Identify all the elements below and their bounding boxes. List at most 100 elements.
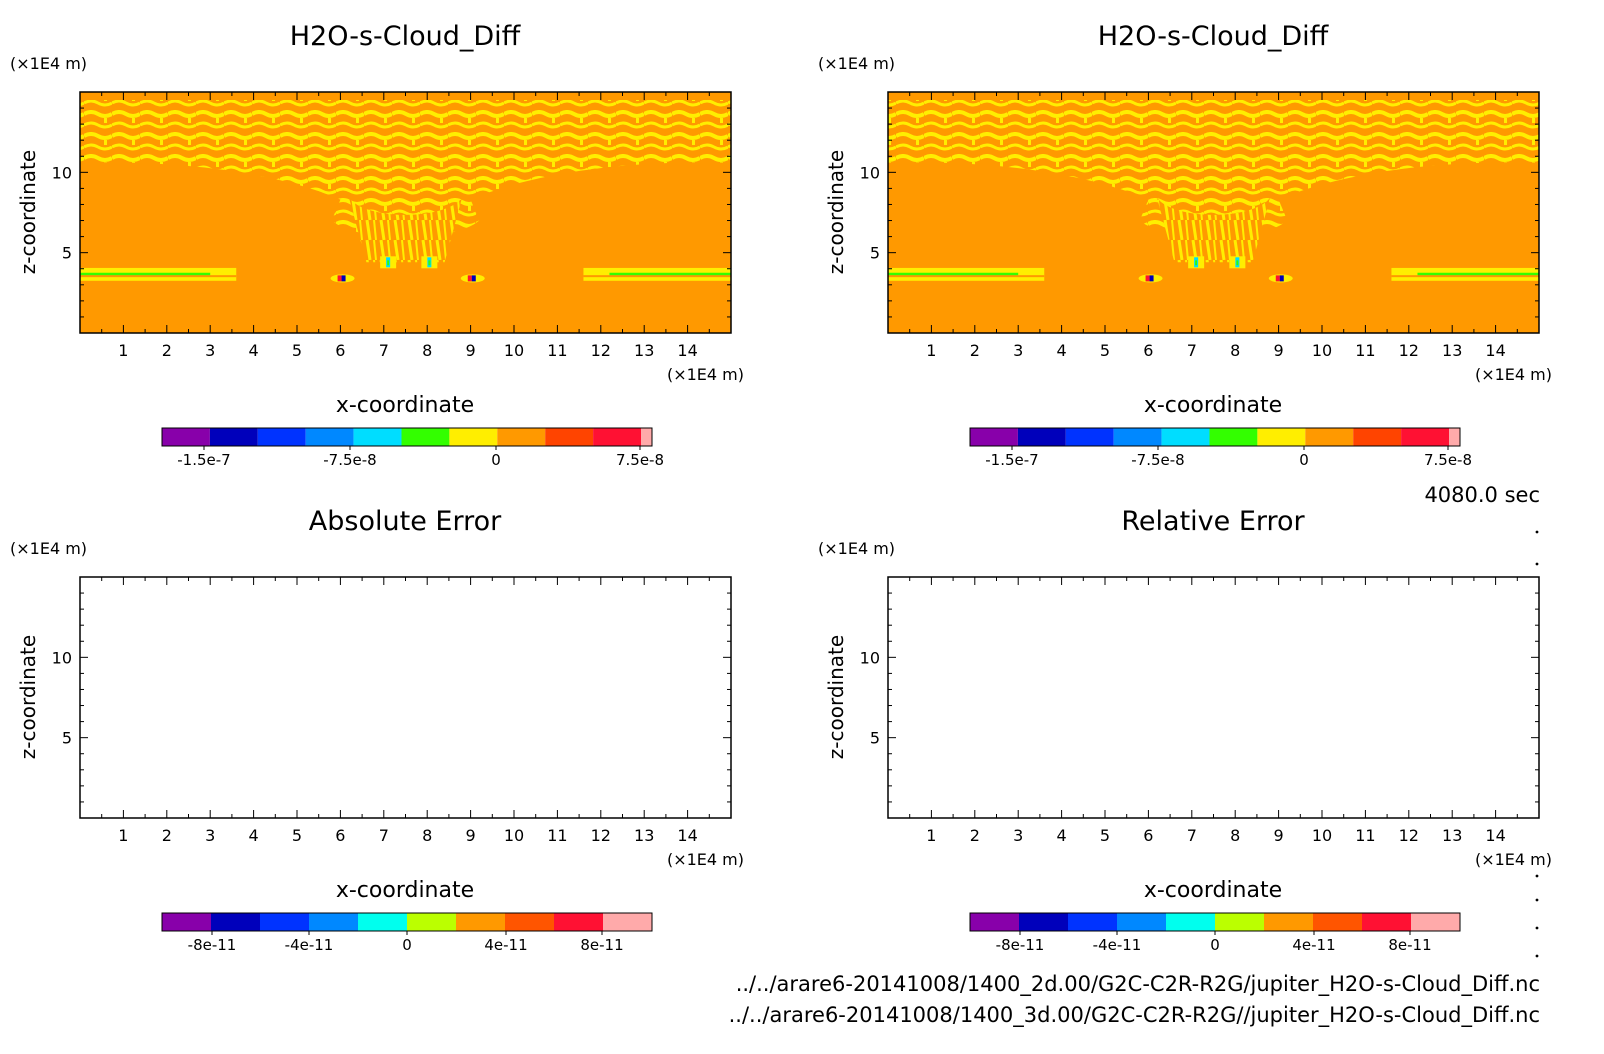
x-tick-label: 14 xyxy=(1485,341,1505,360)
colorbar-swatch xyxy=(1068,913,1117,931)
margin-dot xyxy=(1535,898,1539,902)
x-tick-label: 12 xyxy=(591,826,611,845)
colorbar-swatch xyxy=(593,428,641,446)
cell-inner xyxy=(1236,260,1239,266)
colorbar-tick-label: 0 xyxy=(1299,451,1309,469)
chart-title: H2O-s-Cloud_Diff xyxy=(1098,21,1330,52)
colorbar-swatch xyxy=(305,428,354,446)
cell-inner xyxy=(1195,260,1198,266)
colorbar-swatch xyxy=(309,913,358,931)
colorbar-swatch xyxy=(554,913,603,931)
y-tick-label: 5 xyxy=(62,244,72,263)
lower-band-gap xyxy=(583,275,731,278)
x-tick-label: 10 xyxy=(1312,341,1332,360)
margin-dots xyxy=(1535,530,1539,958)
y-tick-label: 10 xyxy=(52,648,72,667)
chart-panel-4: Relative Error(×1E4 m)(×1E4 m)1 2 3 4 5 6 7 8 9 1… xyxy=(818,506,1552,954)
x-tick-label: 8 xyxy=(422,341,432,360)
colorbar-swatch xyxy=(162,913,211,931)
x-tick-label: 13 xyxy=(1442,826,1462,845)
small-cell xyxy=(380,256,397,269)
colorbar-tick-label: -4e-11 xyxy=(285,936,334,954)
x-tick-label: 3 xyxy=(1013,341,1023,360)
colorbar-swatch xyxy=(497,428,546,446)
colorbar-swatch xyxy=(211,913,260,931)
cloud-layer-upper xyxy=(80,100,731,238)
x-tick-label: 13 xyxy=(1442,341,1462,360)
y-unit-label: (×1E4 m) xyxy=(818,54,895,73)
colorbar-swatch xyxy=(1257,428,1306,446)
x-tick-label: 6 xyxy=(1143,341,1153,360)
colorbar-swatch xyxy=(1017,428,1066,446)
x-tick-label: 11 xyxy=(1355,341,1375,360)
margin-dot xyxy=(1535,874,1539,878)
x-tick-label: 7 xyxy=(1187,341,1197,360)
y-tick-label: 10 xyxy=(860,163,880,182)
x-tick-label: 5 xyxy=(1100,826,1110,845)
cell-neg xyxy=(1279,275,1284,282)
chart-title: Relative Error xyxy=(1121,506,1305,537)
y-axis-label: z-coordinate xyxy=(824,635,848,759)
y-unit-label: (×1E4 m) xyxy=(10,54,87,73)
y-axis-label: z-coordinate xyxy=(16,635,40,759)
colorbar-swatch xyxy=(1161,428,1210,446)
y-unit-label: (×1E4 m) xyxy=(818,539,895,558)
small-cell xyxy=(1138,274,1163,283)
colorbar-tick-label: -8e-11 xyxy=(188,936,237,954)
colorbar-swatch xyxy=(1264,913,1313,931)
cell-pos xyxy=(337,275,342,282)
lower-band-gap xyxy=(888,275,1045,278)
x-tick-label: 10 xyxy=(1312,826,1332,845)
x-tick-label: 1 xyxy=(118,826,128,845)
x-tick-label: 2 xyxy=(162,826,172,845)
x-tick-label: 12 xyxy=(1399,341,1419,360)
colorbar: -8e-11 -4e-11 0 4e-11 8e-11 xyxy=(969,912,1461,954)
colorbar-tick-label: 4e-11 xyxy=(484,936,527,954)
cell-pos xyxy=(1275,275,1280,282)
x-unit-label: (×1E4 m) xyxy=(1475,850,1552,869)
colorbar-swatch xyxy=(1166,913,1215,931)
x-tick-label: 11 xyxy=(547,826,567,845)
chart-panel-2: H2O-s-Cloud_Diff(×1E4 m)(×1E4 m)1 2 3 4 5 6 7 8… xyxy=(818,21,1552,469)
chart-panel-1: H2O-s-Cloud_Diff(×1E4 m)(×1E4 m)1 2 3 4 5 6 7 8… xyxy=(10,21,744,469)
x-tick-label: 3 xyxy=(205,826,215,845)
colorbar-swatch xyxy=(1117,913,1166,931)
colorbar-swatch xyxy=(257,428,306,446)
x-tick-label: 11 xyxy=(547,341,567,360)
x-tick-label: 3 xyxy=(1013,826,1023,845)
panels-layer: H2O-s-Cloud_Diff(×1E4 m)(×1E4 m)1 2 3 4 5 6 7 8… xyxy=(10,21,1552,954)
colorbar-tick-label: 8e-11 xyxy=(580,936,623,954)
colorbar-tick-label: 0 xyxy=(491,451,501,469)
lower-band-green xyxy=(80,272,211,276)
colorbar-swatch xyxy=(1353,428,1402,446)
x-tick-label: 7 xyxy=(379,341,389,360)
colorbar-swatch xyxy=(449,428,498,446)
chart-title: H2O-s-Cloud_Diff xyxy=(290,21,522,52)
y-axis-label: z-coordinate xyxy=(16,150,40,274)
colorbar-swatch xyxy=(1113,428,1162,446)
colorbar-swatch xyxy=(970,428,1018,446)
lower-band-green xyxy=(609,272,731,276)
colorbar: -1.5e-7 -7.5e-8 0 7.5e-8 xyxy=(161,427,664,469)
colorbar-swatch xyxy=(1362,913,1411,931)
cloud-trunk xyxy=(349,198,462,263)
colorbar-tick-label: -7.5e-8 xyxy=(323,451,376,469)
cell-neg xyxy=(471,275,476,282)
x-tick-label: 4 xyxy=(249,341,259,360)
x-tick-label: 9 xyxy=(466,826,476,845)
colorbar-swatch xyxy=(603,913,652,931)
small-cell xyxy=(421,256,438,269)
colorbar-swatch xyxy=(260,913,309,931)
colorbar: -8e-11 -4e-11 0 4e-11 8e-11 xyxy=(161,912,653,954)
cell-pos xyxy=(467,275,472,282)
x-axis-label: x-coordinate xyxy=(1144,878,1282,903)
y-axis-label: z-coordinate xyxy=(824,150,848,274)
x-tick-label: 5 xyxy=(1100,341,1110,360)
x-tick-label: 4 xyxy=(1057,826,1067,845)
file-path-2: ../../arare6-20141008/1400_3d.00/G2C-C2R… xyxy=(729,1003,1540,1028)
cell-inner xyxy=(387,260,390,266)
x-tick-label: 1 xyxy=(926,826,936,845)
colorbar-tick-label: -8e-11 xyxy=(996,936,1045,954)
cloud-layer-upper xyxy=(888,100,1539,238)
x-tick-label: 4 xyxy=(249,826,259,845)
